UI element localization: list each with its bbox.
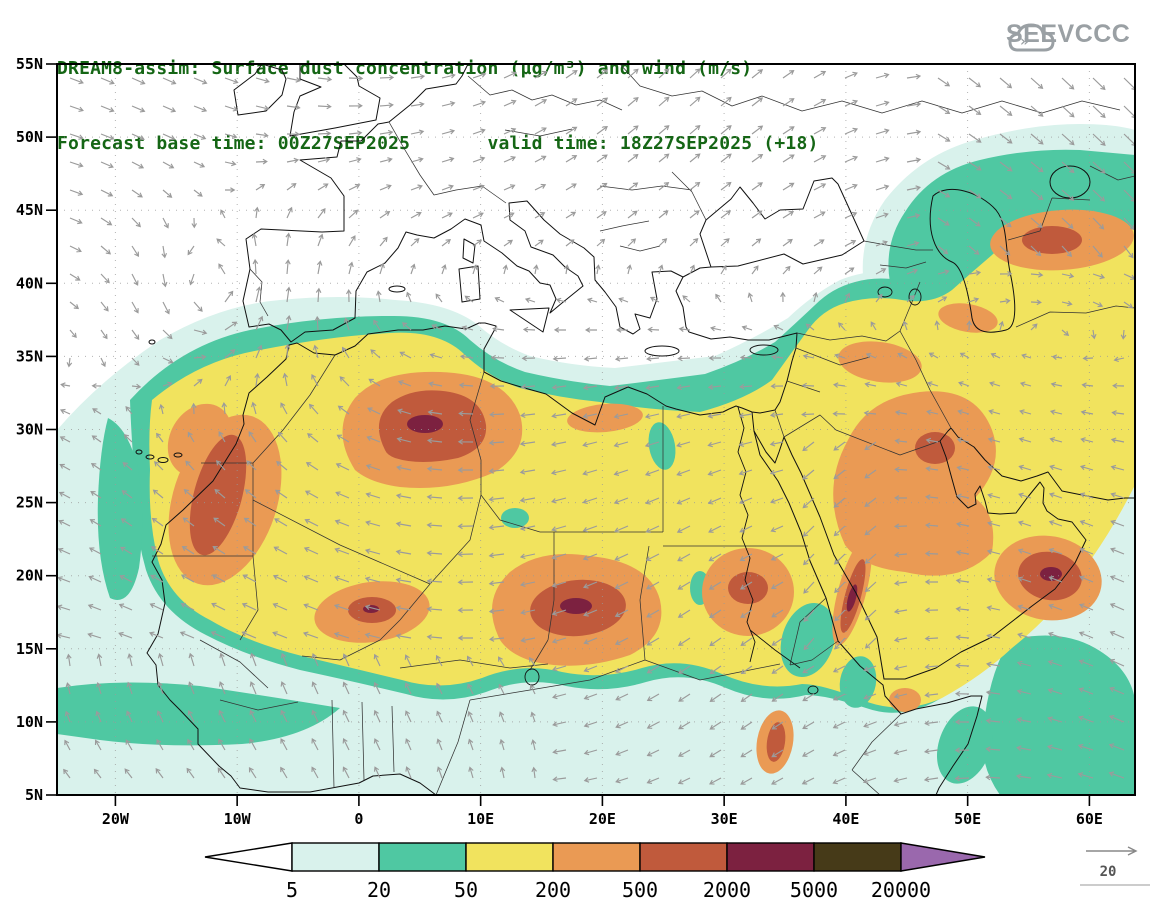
svg-text:60E: 60E	[1076, 810, 1103, 828]
svg-text:5: 5	[286, 878, 298, 902]
coastlines	[135, 64, 1135, 795]
svg-text:2000: 2000	[703, 878, 751, 902]
svg-text:0: 0	[354, 810, 363, 828]
svg-text:50E: 50E	[954, 810, 981, 828]
chart-subtitle: Forecast base time: 00Z27SEP2025 valid t…	[57, 133, 819, 154]
svg-text:10N: 10N	[16, 713, 43, 731]
svg-text:40N: 40N	[16, 274, 43, 292]
svg-text:20E: 20E	[589, 810, 616, 828]
wind-reference: 20	[1080, 846, 1150, 886]
rivers-lakes	[524, 286, 922, 695]
svg-text:55N: 55N	[16, 55, 43, 73]
svg-text:10E: 10E	[467, 810, 494, 828]
svg-text:500: 500	[622, 878, 658, 902]
axis-layer: 55N 50N 45N 40N 35N 30N 25N 20N 15N 10N 5N 20W 10W 0 1…	[16, 55, 1103, 828]
svg-text:25N: 25N	[16, 494, 43, 512]
svg-text:5000: 5000	[790, 878, 838, 902]
svg-text:50N: 50N	[16, 128, 43, 146]
svg-text:20: 20	[367, 878, 391, 902]
svg-text:20N: 20N	[16, 567, 43, 585]
svg-text:50: 50	[454, 878, 478, 902]
svg-text:5N: 5N	[25, 786, 43, 804]
logo: » SEEVCCC	[1006, 20, 1130, 52]
svg-text:30N: 30N	[16, 421, 43, 439]
wind-arrows-layer	[57, 68, 1135, 785]
wind-reference-label: 20	[1100, 864, 1117, 880]
legend-layer: 5 20 50 200 500 2000 5000 20000	[204, 842, 986, 902]
svg-text:200: 200	[535, 878, 571, 902]
wind-reference-arrow-icon	[1086, 846, 1138, 856]
svg-text:45N: 45N	[16, 201, 43, 219]
svg-text:»: »	[1020, 32, 1029, 50]
svg-text:40E: 40E	[832, 810, 859, 828]
seevccc-cloud-icon: »	[1008, 23, 1055, 52]
svg-text:35N: 35N	[16, 347, 43, 365]
svg-text:20W: 20W	[102, 810, 130, 828]
svg-text:10W: 10W	[224, 810, 252, 828]
svg-text:20000: 20000	[871, 878, 931, 902]
svg-text:30E: 30E	[711, 810, 738, 828]
svg-text:15N: 15N	[16, 640, 43, 658]
